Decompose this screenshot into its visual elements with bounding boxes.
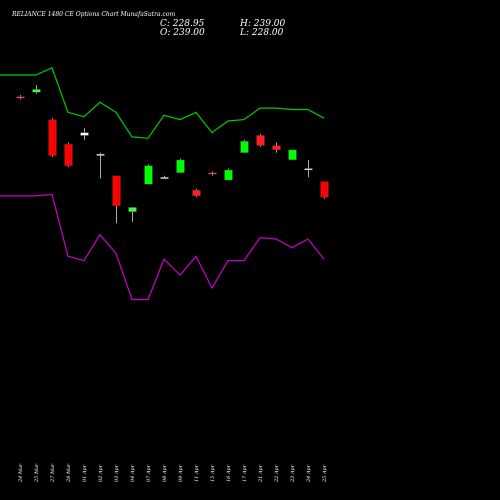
x-tick-label: 27 Mar [50, 463, 56, 483]
x-tick-label: 25 Apr [322, 464, 328, 483]
candle [320, 181, 329, 199]
candle-body [80, 132, 89, 136]
candle [208, 171, 217, 176]
candle [240, 139, 249, 153]
candle-body [16, 96, 25, 99]
candle-body [224, 169, 233, 181]
x-tick-label: 01 Apr [82, 464, 88, 482]
candle-body [256, 135, 265, 146]
candle [160, 175, 169, 179]
candle-body [128, 207, 137, 212]
candle [288, 149, 297, 161]
candle [80, 128, 89, 140]
open-readout: O: 239.00 [160, 28, 205, 38]
candles [16, 85, 329, 224]
candle [272, 142, 281, 153]
candle-body [112, 175, 121, 207]
indicator-line-1 [0, 66, 325, 139]
candle [224, 168, 233, 181]
candle [112, 175, 121, 224]
x-tick-label: 22 Apr [274, 464, 280, 483]
candle-body [64, 143, 73, 166]
candle [192, 188, 201, 198]
x-tick-label: 24 Apr [306, 464, 312, 483]
x-tick-label: 04 Apr [130, 464, 136, 482]
candle-body [240, 140, 249, 153]
chart-title: RELIANCE 1480 CE Options Chart MunafaSut… [12, 11, 176, 18]
candle-body [192, 189, 201, 197]
candle [176, 158, 185, 173]
x-tick-label: 21 Apr [258, 464, 264, 483]
candle-body [176, 159, 185, 173]
candle-body [320, 181, 329, 198]
candle-body [48, 119, 57, 156]
candle-body [144, 165, 153, 185]
x-tick-label: 08 Apr [162, 464, 168, 482]
candle-body [96, 153, 105, 156]
x-tick-label: 15 Apr [210, 464, 216, 482]
high-readout: H: 239.00 [240, 19, 286, 29]
x-tick-label: 25 Mar [34, 463, 40, 483]
indicator-lines [0, 66, 325, 301]
x-tick-label: 16 Apr [226, 464, 232, 482]
close-readout: C: 228.95 [160, 19, 205, 29]
candle-body [304, 168, 313, 171]
candle-body [160, 176, 169, 179]
x-axis-labels: 24 Mar 25 Mar 27 Mar 28 Mar 01 Apr 02 Apr 03 A… [18, 463, 328, 483]
candle-body [208, 172, 217, 175]
candle [16, 95, 25, 100]
x-tick-label: 03 Apr [114, 464, 120, 482]
candle [32, 85, 41, 94]
x-tick-label: 11 Apr [194, 464, 200, 482]
x-tick-label: 02 Apr [98, 464, 104, 482]
x-tick-label: 28 Mar [66, 463, 72, 483]
candle [256, 134, 265, 147]
x-tick-label: 07 Apr [146, 464, 152, 482]
candle-body [288, 149, 297, 161]
x-tick-label: 17 Apr [242, 464, 248, 482]
indicator-line-2 [0, 193, 325, 301]
candle [48, 118, 57, 157]
candle [64, 142, 73, 168]
candle [128, 207, 137, 222]
x-tick-label: 24 Mar [18, 463, 24, 483]
candle [304, 159, 313, 178]
x-tick-label: 09 Apr [178, 464, 184, 482]
candle [144, 164, 153, 185]
low-readout: L: 228.00 [240, 28, 284, 38]
candle [96, 152, 105, 179]
x-tick-label: 23 Apr [290, 464, 296, 483]
candle-body [32, 89, 41, 93]
candle-body [272, 145, 281, 151]
